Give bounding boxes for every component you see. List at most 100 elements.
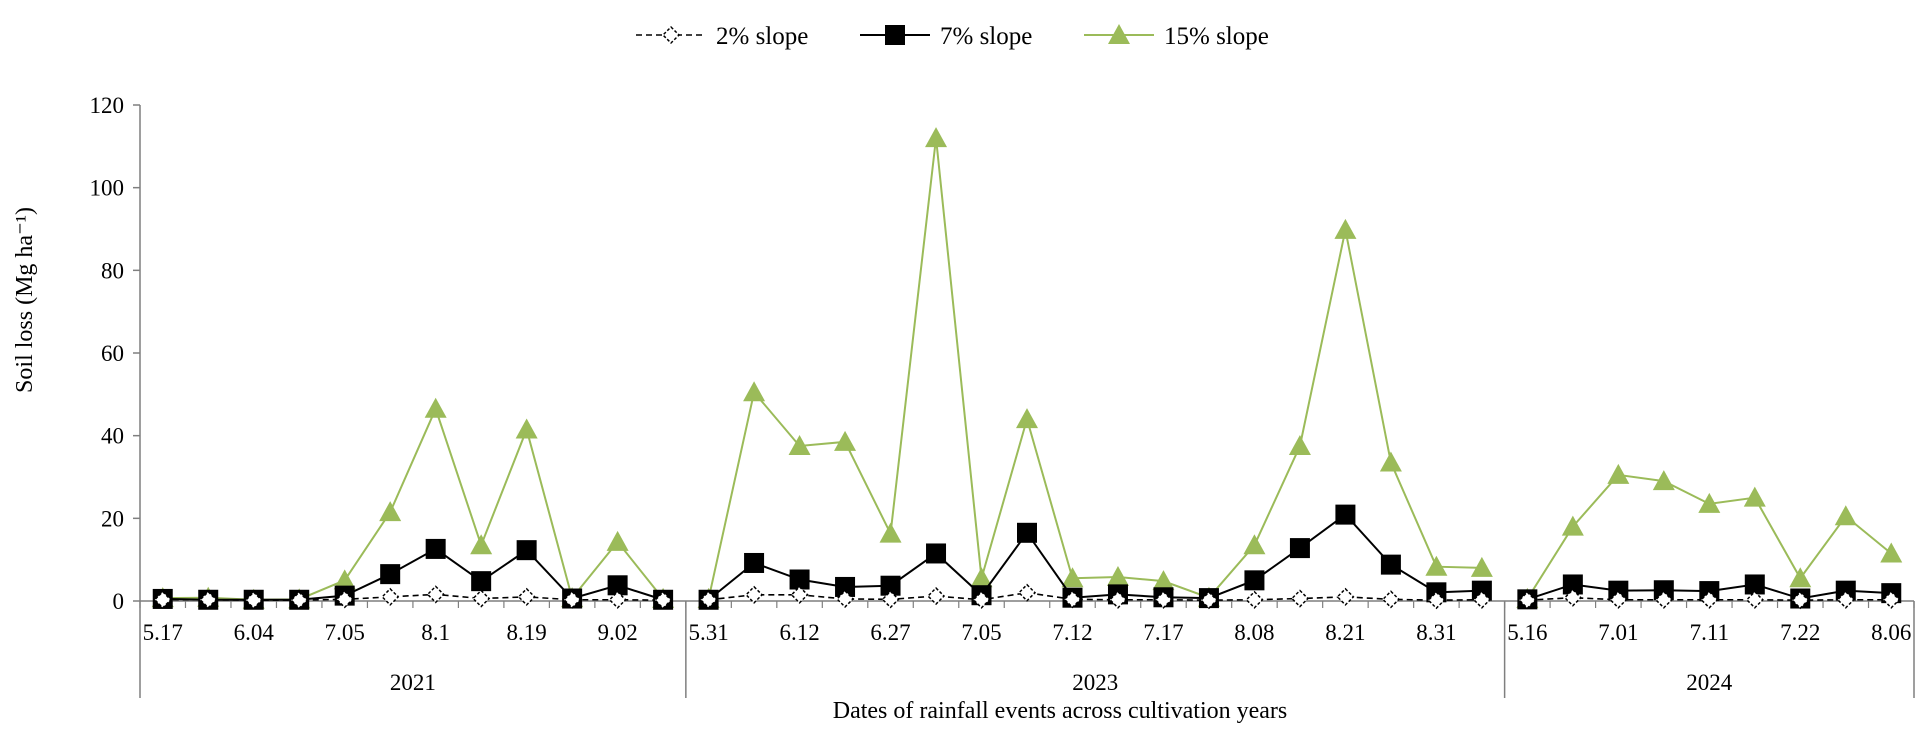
data-point <box>1470 556 1493 577</box>
x-tick-label: 8.1 <box>421 620 450 645</box>
data-point <box>654 591 673 610</box>
y-tick-label: 80 <box>101 258 124 283</box>
data-point <box>1561 515 1584 536</box>
data-point <box>1154 590 1173 609</box>
data-point <box>1106 566 1129 587</box>
data-point <box>1743 486 1766 507</box>
legend-label: 2% slope <box>716 23 808 50</box>
data-point <box>1152 570 1175 591</box>
data-point <box>1652 470 1675 491</box>
data-point <box>1472 590 1491 609</box>
data-point <box>1334 218 1357 239</box>
data-point <box>426 585 445 604</box>
data-point <box>470 534 493 555</box>
legend-item: 7% slope <box>860 23 1032 50</box>
data-point <box>1836 590 1855 609</box>
legend-item: 2% slope <box>636 23 808 50</box>
data-point <box>424 397 447 418</box>
data-point <box>789 569 810 590</box>
data-point <box>1607 463 1630 484</box>
series-line <box>162 547 664 601</box>
data-point <box>563 590 582 609</box>
data-point <box>1609 590 1628 609</box>
data-point <box>970 567 993 588</box>
data-point <box>1289 538 1310 559</box>
data-point <box>1381 590 1400 609</box>
data-point <box>1016 408 1038 429</box>
series-line <box>162 406 664 601</box>
data-point <box>788 435 811 455</box>
y-tick-label: 120 <box>90 93 125 118</box>
series-line <box>707 137 1482 600</box>
data-point <box>1882 590 1901 609</box>
data-point <box>1789 567 1812 588</box>
x-tick-label: 8.21 <box>1325 620 1365 645</box>
data-point <box>199 590 218 609</box>
legend-item: 15% slope <box>1084 23 1269 50</box>
data-point <box>743 381 766 402</box>
y-tick-label: 100 <box>90 176 125 201</box>
data-point <box>608 590 627 609</box>
x-tick-label: 8.31 <box>1416 620 1456 645</box>
x-tick-label: 7.12 <box>1052 620 1092 645</box>
legend-label: 7% slope <box>940 23 1032 50</box>
data-point <box>1608 580 1629 601</box>
x-tick-label: 8.19 <box>507 620 547 645</box>
data-point <box>1335 504 1356 525</box>
data-point <box>333 569 356 590</box>
data-point <box>381 587 400 606</box>
data-point <box>1791 591 1810 610</box>
x-tick-label: 7.22 <box>1780 620 1820 645</box>
x-tick-label: 7.01 <box>1598 620 1638 645</box>
x-tick-label: 6.27 <box>870 620 910 645</box>
y-axis: 0 20 40 60 80 100 120 <box>90 93 141 614</box>
data-point <box>1563 588 1582 607</box>
data-point <box>880 575 901 596</box>
year-label-2021: 2021 <box>390 670 436 695</box>
year-label-2023: 2023 <box>1072 670 1118 695</box>
data-point <box>380 564 401 585</box>
series-line <box>707 513 1482 601</box>
data-point <box>925 127 948 148</box>
series-layer <box>151 127 1903 610</box>
data-point <box>335 590 354 609</box>
data-point <box>1834 505 1857 526</box>
y-tick-label: 60 <box>101 341 124 366</box>
data-point <box>790 585 809 604</box>
data-point <box>1336 587 1355 606</box>
data-point <box>153 590 172 609</box>
x-axis: 5.17 6.04 7.05 8.1 8.19 9.02 2021 5.31 6.12 6.27 7… <box>139 600 1915 698</box>
data-point <box>1061 567 1084 588</box>
x-tick-label: 9.02 <box>597 620 637 645</box>
series-line <box>162 593 664 601</box>
x-tick-label: 8.06 <box>1871 620 1911 645</box>
data-point <box>290 591 309 610</box>
data-point <box>1108 590 1128 609</box>
data-point <box>1379 451 1402 472</box>
data-point <box>1653 580 1674 601</box>
data-point <box>1243 534 1266 555</box>
x-tick-label: 8.08 <box>1234 620 1274 645</box>
legend-marker <box>1108 24 1130 44</box>
y-tick-label: 40 <box>101 424 124 449</box>
data-point <box>835 589 855 608</box>
data-point <box>1518 591 1537 610</box>
y-tick-label: 0 <box>113 589 125 614</box>
legend-label: 15% slope <box>1164 23 1269 50</box>
data-point <box>1425 555 1448 576</box>
data-point <box>1654 590 1673 609</box>
data-point <box>1199 591 1219 610</box>
x-tick-label: 6.04 <box>234 620 275 645</box>
data-point <box>515 418 538 439</box>
data-point <box>1288 435 1311 455</box>
data-point <box>1745 590 1764 609</box>
data-point <box>471 571 492 592</box>
series-2-slope <box>153 583 1901 610</box>
x-tick-label: 5.17 <box>143 620 183 645</box>
data-point <box>1880 542 1903 563</box>
data-point <box>834 430 857 451</box>
data-point <box>879 522 902 543</box>
data-point <box>1290 589 1309 608</box>
y-tick-label: 20 <box>101 506 124 531</box>
